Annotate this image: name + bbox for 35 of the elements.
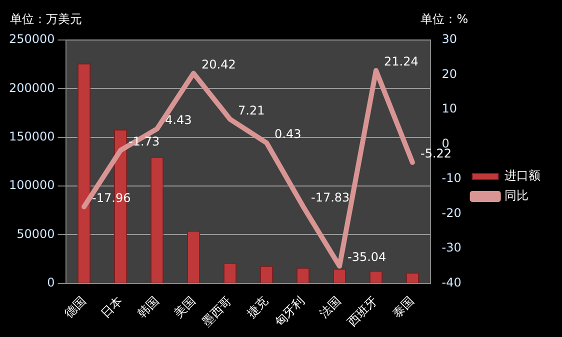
data-label: 4.43 — [165, 113, 192, 128]
y2-tick-label: 20 — [442, 66, 458, 81]
y-tick-label: 50000 — [16, 226, 55, 241]
y-tick-label: 100000 — [8, 178, 55, 192]
x-tick-label: 匈牙利 — [272, 294, 308, 330]
y2-tick-label: -30 — [442, 240, 462, 255]
legend-label: 进口额 — [504, 168, 552, 183]
y-tick-label: 250000 — [8, 32, 55, 46]
y2-tick-label: 30 — [442, 32, 458, 46]
y-axis-title: 单位：万美元 — [10, 12, 82, 26]
y2-axis-title: 单位：% — [420, 12, 468, 26]
y-tick-label: 150000 — [8, 129, 55, 144]
legend-label: 同比 — [504, 188, 540, 203]
y2-tick-label: -10 — [442, 171, 462, 186]
data-label: -17.83 — [311, 190, 350, 204]
data-label: 7.21 — [238, 103, 265, 118]
x-tick-label: 日本 — [98, 294, 125, 321]
data-label: 20.42 — [202, 57, 236, 72]
data-label: 21.24 — [384, 54, 418, 69]
data-label: -5.22 — [420, 146, 452, 161]
x-tick-label: 美国 — [170, 294, 198, 321]
x-tick-label: 韩国 — [134, 294, 162, 321]
x-tick-label: 西班牙 — [344, 294, 380, 330]
x-tick-label: 墨西哥 — [199, 294, 234, 330]
y-tick-label: 200000 — [8, 80, 55, 95]
y2-tick-label: -40 — [442, 275, 462, 290]
y2-tick-label: -20 — [442, 206, 462, 220]
data-label: 0.43 — [274, 126, 302, 141]
data-label: -35.04 — [348, 250, 386, 264]
y2-tick-label: 10 — [442, 102, 458, 116]
x-tick-label: 泰国 — [390, 294, 417, 321]
x-tick-label: 德国 — [62, 294, 88, 321]
y-tick-label: 0 — [47, 275, 55, 290]
x-tick-label: 法国 — [316, 294, 344, 321]
x-tick-label: 捷克 — [244, 294, 271, 321]
